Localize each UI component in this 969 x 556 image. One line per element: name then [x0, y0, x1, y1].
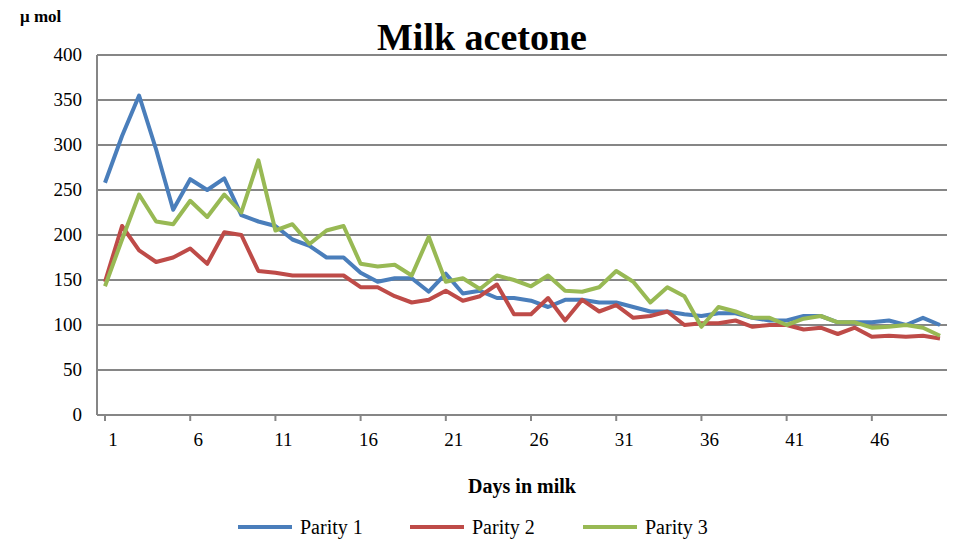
y-tick-label: 300 — [54, 134, 83, 155]
y-tick-label: 100 — [54, 314, 83, 335]
plot-area — [105, 96, 940, 339]
x-label: Days in milk — [468, 475, 577, 498]
y-tick-label: 350 — [54, 89, 83, 110]
legend-swatch — [583, 525, 637, 529]
y-tick-label: 400 — [54, 44, 83, 65]
legend-swatch — [410, 525, 464, 529]
x-tick — [615, 415, 617, 421]
x-tick — [530, 415, 532, 421]
legend-label: Parity 2 — [472, 516, 535, 539]
x-tick-label: 16 — [359, 429, 378, 450]
x-tick-label: 1 — [108, 429, 118, 450]
legend-swatch — [238, 525, 292, 529]
series-line — [105, 160, 940, 335]
grid-line — [97, 54, 947, 56]
x-tick — [871, 415, 873, 421]
grid-line — [97, 414, 947, 416]
x-tick — [360, 415, 362, 421]
x-tick-label: 6 — [193, 429, 203, 450]
x-tick-label: 41 — [785, 429, 804, 450]
y-axis — [96, 55, 98, 415]
y-tick-label: 200 — [54, 224, 83, 245]
x-tick-label: 31 — [615, 429, 634, 450]
y-label: μ mol — [20, 7, 62, 26]
grid-line — [97, 99, 947, 101]
x-tick-label: 11 — [274, 429, 292, 450]
x-tick — [700, 415, 702, 421]
x-tick-label: 26 — [530, 429, 549, 450]
grid-line — [97, 324, 947, 326]
x-tick — [189, 415, 191, 421]
x-tick — [274, 415, 276, 421]
x-tick — [104, 415, 106, 421]
y-tick-label: 0 — [73, 404, 83, 425]
y-tick-label: 50 — [63, 359, 82, 380]
y-tick-label: 150 — [54, 269, 83, 290]
x-tick — [786, 415, 788, 421]
series-line — [105, 96, 940, 326]
grid-line — [97, 279, 947, 281]
legend-label: Parity 1 — [300, 516, 363, 539]
legend-label: Parity 3 — [645, 516, 708, 539]
x-tick-label: 21 — [444, 429, 463, 450]
x-tick-label: 46 — [870, 429, 889, 450]
chart: Milk acetone μ mol 0 50 100 150 200 250 300 350 40… — [0, 0, 969, 556]
grid-line — [97, 189, 947, 191]
grid-line — [97, 369, 947, 371]
title: Milk acetone — [377, 16, 587, 58]
x-axis — [97, 414, 947, 416]
y-tick-label: 250 — [54, 179, 83, 200]
x-tick — [445, 415, 447, 421]
x-tick-label: 36 — [700, 429, 719, 450]
grid-line — [97, 144, 947, 146]
